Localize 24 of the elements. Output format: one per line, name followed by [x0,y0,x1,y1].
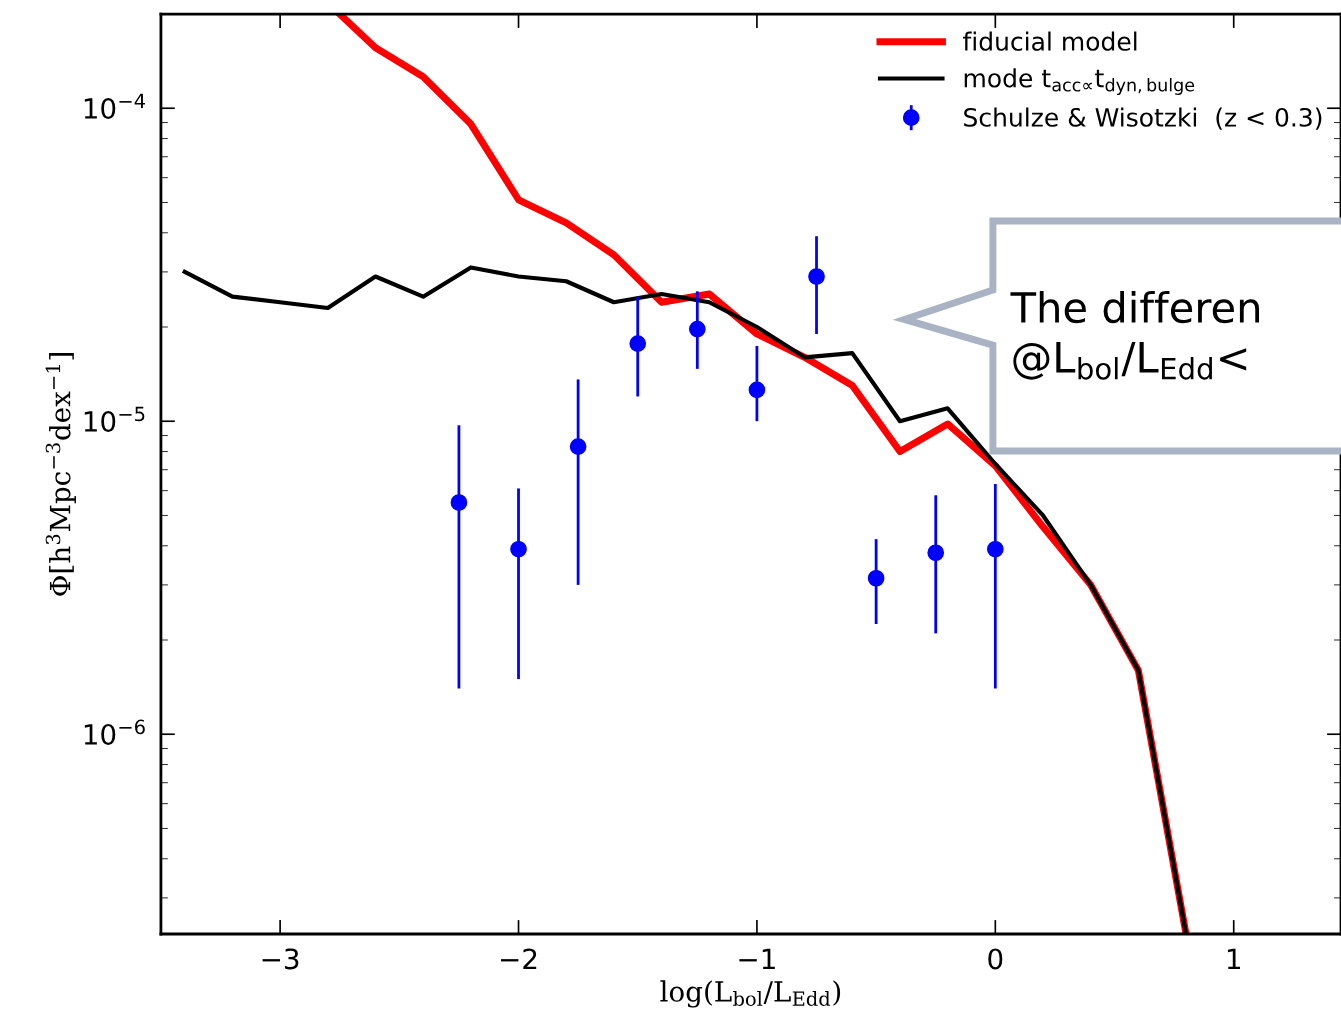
x-tick-label: −1 [739,948,775,969]
point [569,438,587,455]
y-tick-label: 10$^{−5}$ [84,406,145,432]
point [927,544,945,562]
annotation: The differen @L$_{bol}$/L$_{Edd}$< [1010,290,1260,380]
x-tick-label: 1 [1227,948,1240,969]
y-axis-title: Φ[h$^{3}$Mpc$^{−3}$dex$^{−1}$] [45,353,76,596]
point [688,320,706,338]
point [629,335,647,352]
point [450,494,468,511]
y-tick-label: 10$^{−4}$ [84,93,145,119]
x-tick-label: −3 [262,948,299,970]
legend-label: mode t$_{acc∝}$t$_{dyn,bulge}$ [964,68,1195,95]
point [510,540,527,558]
point [986,540,1004,558]
x-tick-label: −2 [500,948,537,969]
x-axis-title: log(L$_{bol}$/L$_{Edd}$) [660,980,841,1008]
legend-label: Schulze & Wisotzki (z < 0.3) [964,107,1322,130]
point [808,268,825,285]
point [748,381,766,399]
x-tick-label: 0 [988,948,1003,970]
point [867,569,885,587]
legend-label: fiducial model [963,31,1137,51]
y-tick-label: 10$^{−6}$ [84,719,145,745]
